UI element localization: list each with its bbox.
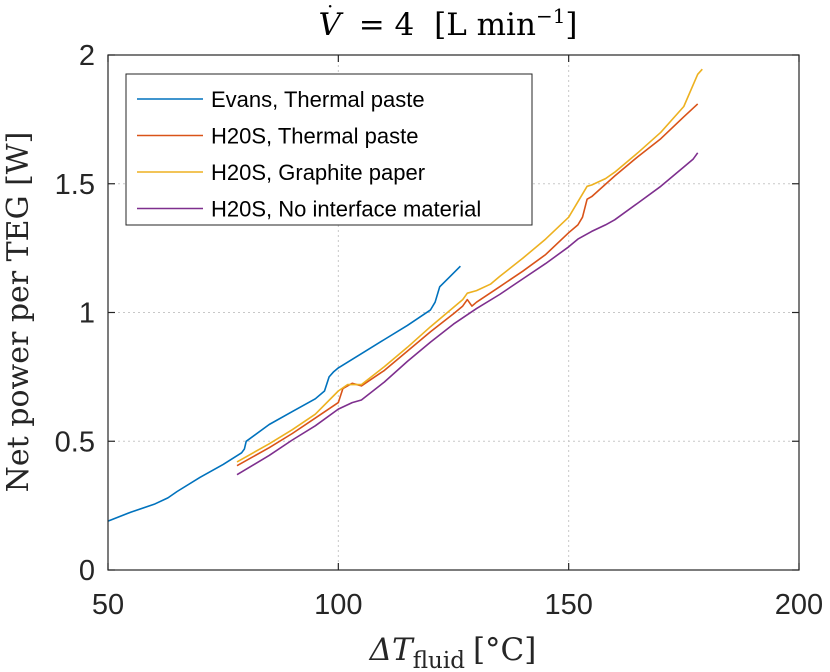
ticks [107,54,800,571]
x-tick-label: 200 [775,589,823,621]
series-lines [107,68,703,522]
series-line-4 [236,152,699,476]
chart-title: V = 4 [L min−1] [318,4,577,43]
title-dot-accent: · [327,0,333,18]
legend-items: Evans, Thermal paste H20S, Thermal paste H… [137,87,481,222]
title-unit: [L min [434,7,536,43]
title-equals: = 4 [359,7,415,43]
x-label-subscript: fluid [413,648,466,672]
x-tick-label: 50 [92,589,124,621]
x-tick-label: 150 [544,589,592,621]
x-tick-label: 100 [314,589,362,621]
legend-label-2: H20S, Thermal paste [211,124,418,149]
y-tick-label: 1.5 [55,169,95,201]
y-axis-label: Net power per TEG [W] [1,132,36,493]
y-tick-label: 1 [79,298,95,330]
y-tick-label: 2 [79,40,95,72]
series-line-1 [107,265,461,522]
x-label-unit: [°C] [473,632,536,668]
legend-label-4: H20S, No interface material [211,197,481,222]
x-label-delta: ΔT [369,632,415,668]
legend-label-3: H20S, Graphite paper [211,160,425,185]
y-tick-label: 0 [79,555,95,587]
legend-label-1: Evans, Thermal paste [211,87,425,112]
y-tick-label: 0.5 [55,426,95,458]
series-line-3 [236,68,703,463]
x-axis-label: ΔTfluid [°C] [369,632,537,672]
legend: Evans, Thermal paste H20S, Thermal paste H… [125,73,533,226]
title-unit-close: ] [565,7,577,43]
series-line-2 [236,103,699,467]
tick-labels: 50 100 150 200 0 0.5 1 1.5 2 [55,40,824,621]
title-unit-exponent: −1 [536,4,565,28]
